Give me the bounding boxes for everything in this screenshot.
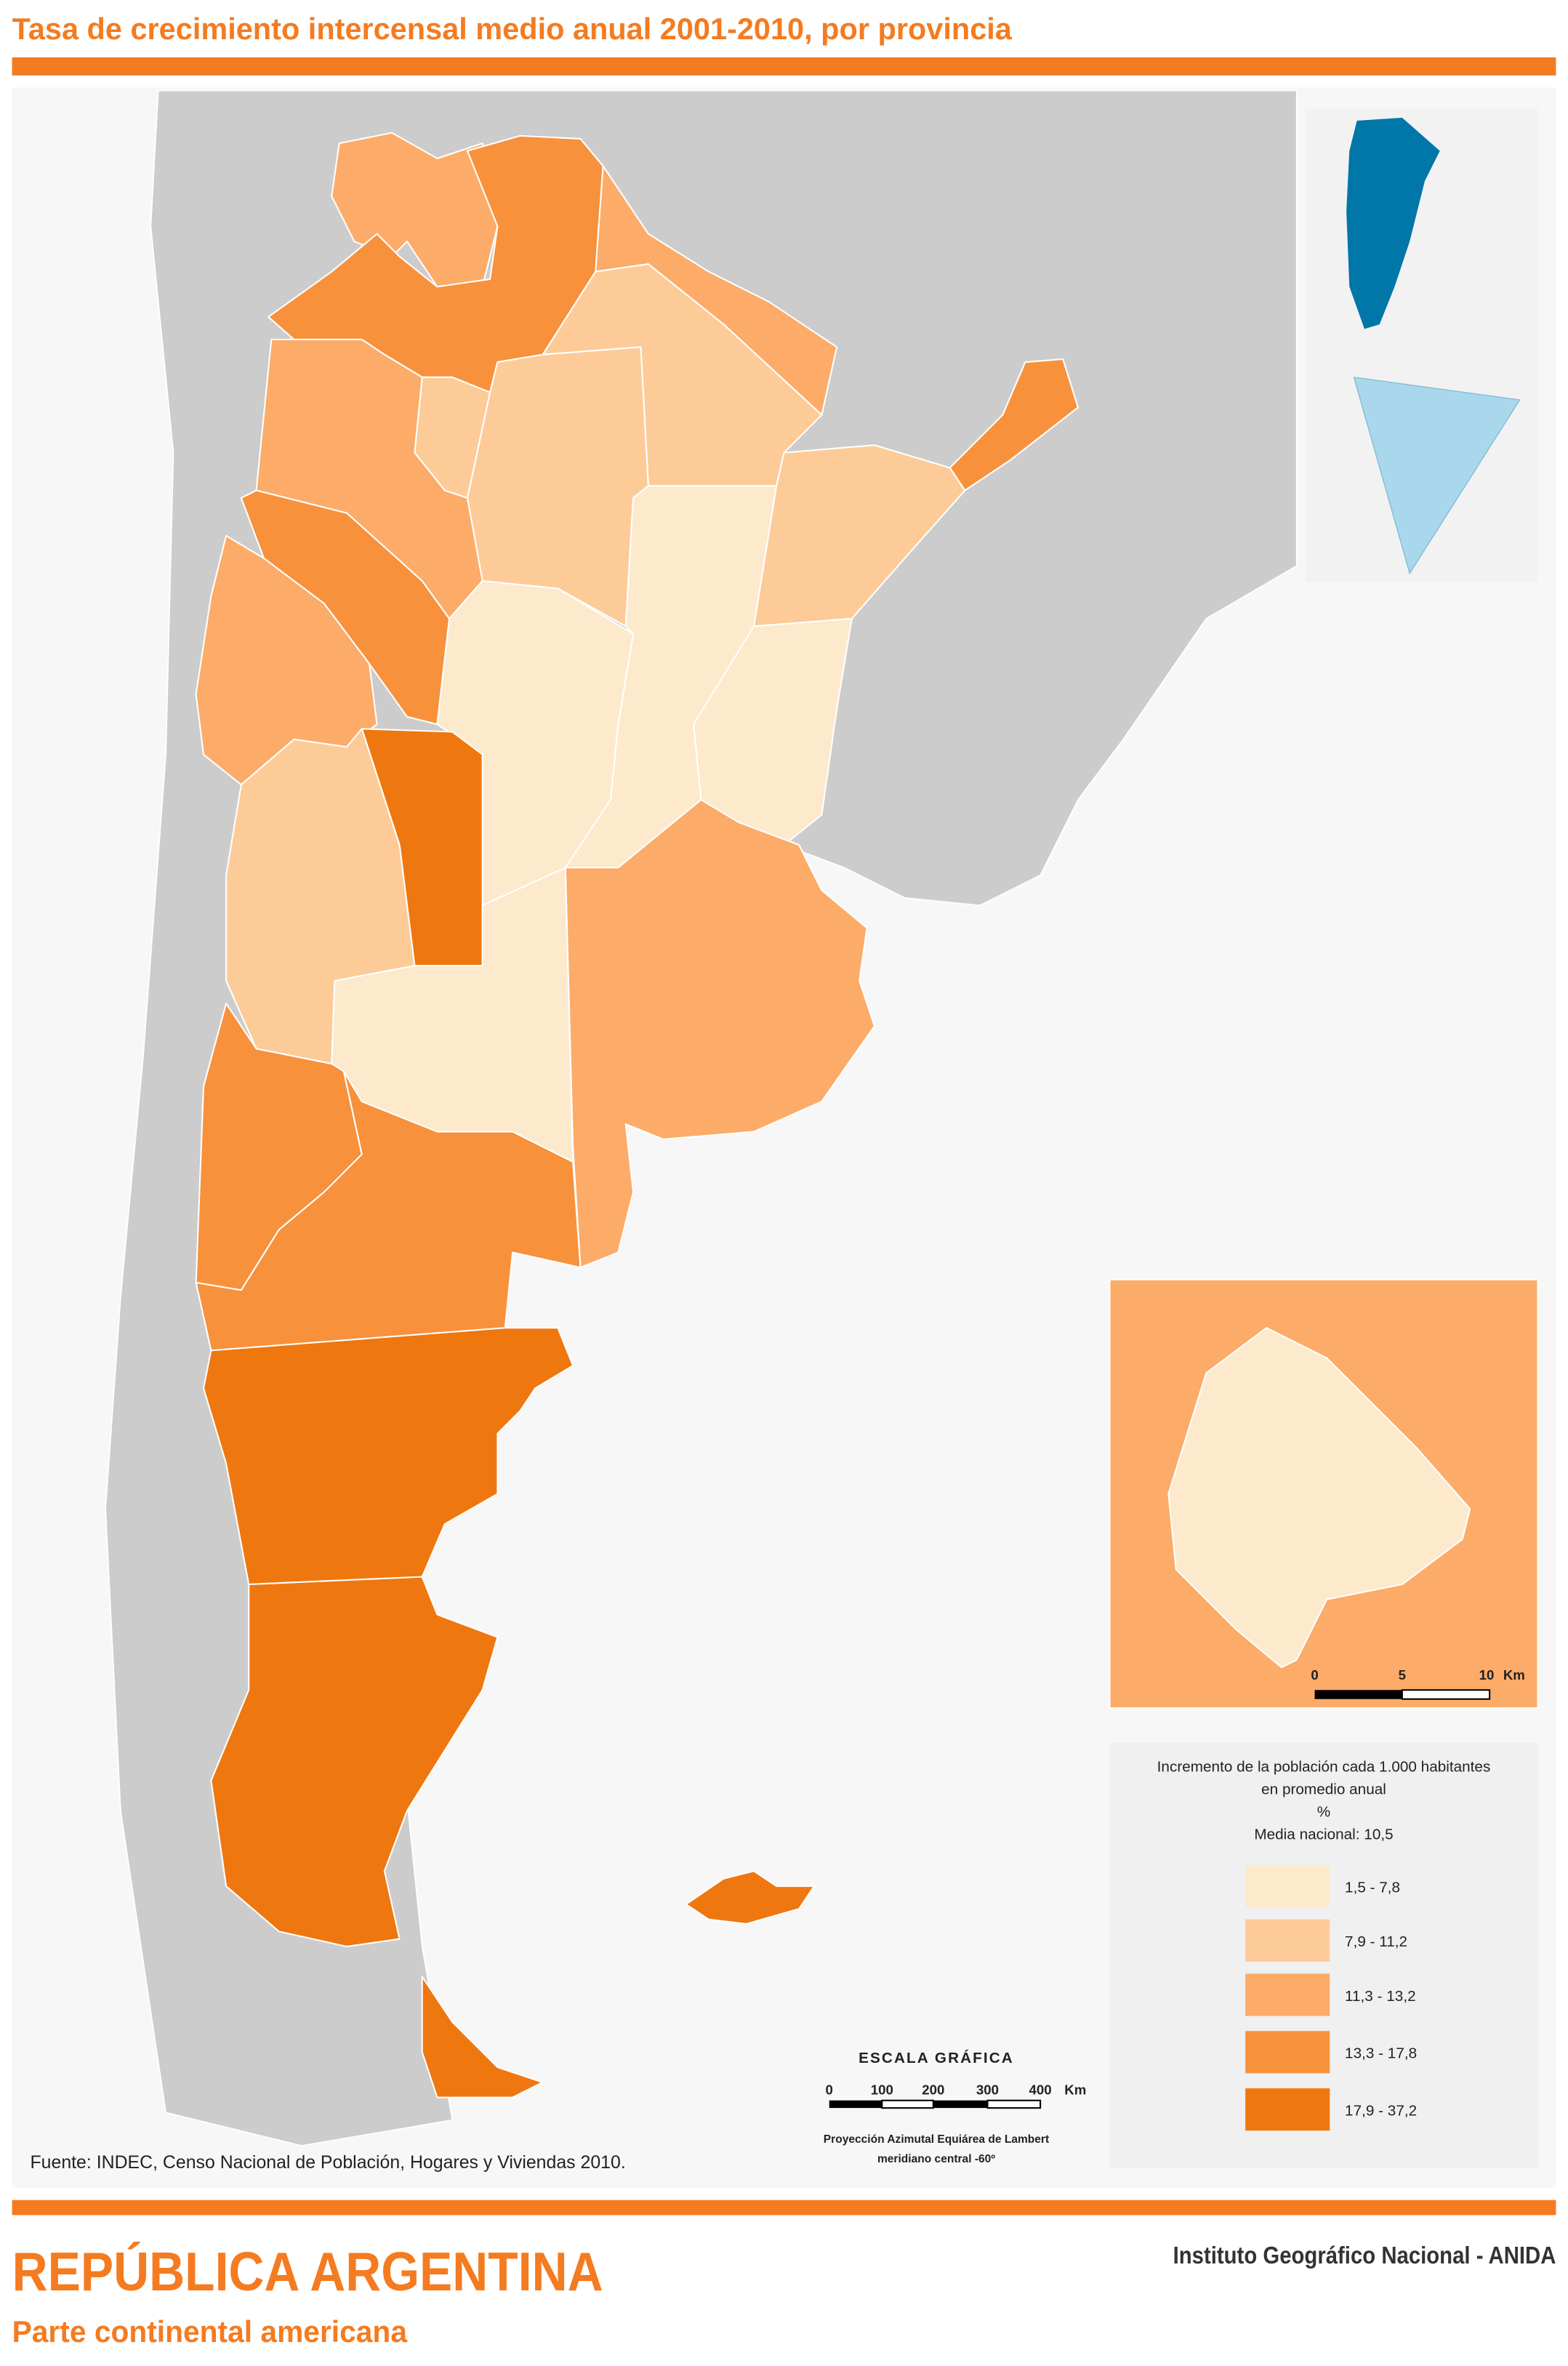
- locator-country: [1346, 117, 1440, 329]
- legend-swatch: [1245, 2088, 1330, 2131]
- legend-swatch: [1245, 1919, 1330, 1962]
- legend-label: 17,9 - 37,2: [1345, 2103, 1417, 2120]
- scale-segment: [1314, 1690, 1402, 1699]
- legend-label: 11,3 - 13,2: [1345, 1988, 1416, 2005]
- locator-antarctic: [1353, 377, 1521, 575]
- legend-title: Incremento de la población cada 1.000 ha…: [1157, 1758, 1491, 1775]
- province: [949, 358, 1079, 492]
- scale-tick: 400: [1029, 2082, 1052, 2097]
- legend-title: Media nacional: 10,5: [1254, 1826, 1393, 1843]
- legend-label: 7,9 - 11,2: [1345, 1933, 1407, 1950]
- scale-tick: 100: [871, 2082, 893, 2097]
- legend-swatch: [1245, 2031, 1330, 2074]
- scale-segment: [986, 2099, 1042, 2109]
- locator-inset: [1306, 108, 1538, 583]
- legend: Incremento de la población cada 1.000 ha…: [1109, 1742, 1538, 2169]
- inset-scale-tick: 5: [1399, 1667, 1406, 1683]
- inset-scale-unit: Km: [1503, 1667, 1525, 1683]
- inset-scale-tick: 0: [1311, 1667, 1318, 1683]
- scale-segment: [881, 2099, 934, 2109]
- province: [685, 1870, 816, 1925]
- legend-label: 1,5 - 7,8: [1345, 1879, 1400, 1896]
- province: [202, 1327, 574, 1586]
- map-title: Tasa de crecimiento intercensal medio an…: [12, 12, 1013, 46]
- footer-credit: Instituto Geográfico Nacional - ANIDA: [1173, 2242, 1556, 2269]
- scale-unit: Km: [1064, 2082, 1086, 2097]
- footer-title: REPÚBLICA ARGENTINA: [12, 2241, 603, 2302]
- footer-subtitle: Parte continental americana: [12, 2314, 408, 2349]
- legend-swatch: [1245, 1865, 1330, 1908]
- legend-swatch: [1245, 1973, 1330, 2016]
- projection-note: meridiano central -60º: [877, 2153, 995, 2165]
- scale-tick: 200: [922, 2082, 944, 2097]
- scale-bar: ESCALA GRÁFICA 0 100 200 300 400 Km Proy…: [824, 2050, 1087, 2165]
- province: [564, 798, 875, 1269]
- scale-title: ESCALA GRÁFICA: [859, 2050, 1014, 2066]
- scale-segment: [933, 2100, 988, 2109]
- province: [421, 1976, 544, 2098]
- scale-tick: 0: [826, 2082, 833, 2097]
- inset-province: [1167, 1327, 1471, 1669]
- legend-title: en promedio anual: [1261, 1781, 1386, 1797]
- scale-segment: [829, 2100, 882, 2109]
- legend-title: %: [1317, 1804, 1330, 1821]
- provinces: [195, 132, 1079, 2098]
- footer-bar: [12, 2199, 1556, 2215]
- caba-inset: 0 5 10 Km: [1109, 1278, 1539, 1709]
- header-bar: [12, 57, 1556, 76]
- scale-tick: 300: [976, 2082, 999, 2097]
- source-note: Fuente: INDEC, Censo Nacional de Poblaci…: [30, 2152, 625, 2173]
- projection-note: Proyección Azimutal Equiárea de Lambert: [824, 2133, 1049, 2146]
- province: [210, 1576, 499, 1948]
- inset-scale-tick: 10: [1479, 1667, 1495, 1683]
- scale-segment: [1401, 1689, 1491, 1700]
- legend-label: 13,3 - 17,8: [1345, 2045, 1417, 2062]
